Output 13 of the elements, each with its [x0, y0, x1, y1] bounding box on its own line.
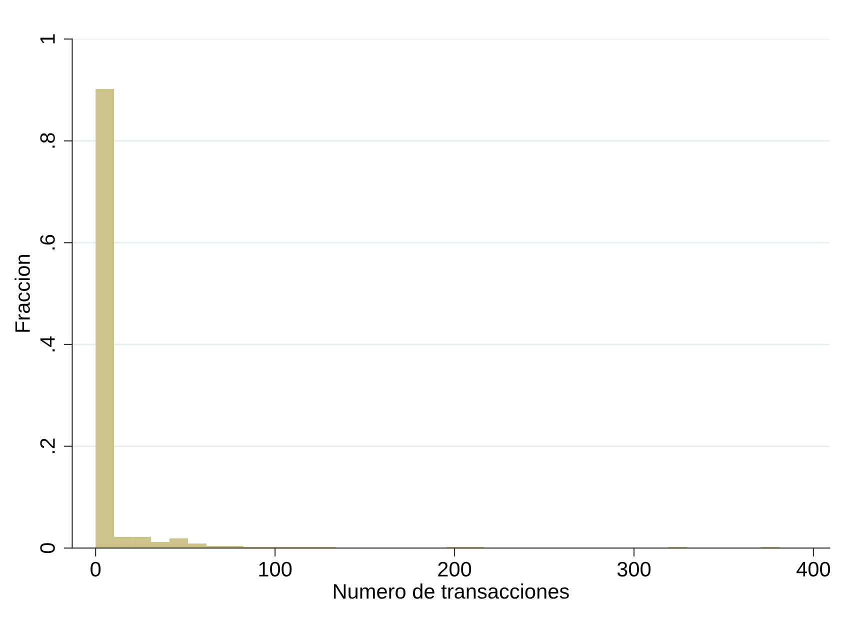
y-tick-label: .6 — [40, 234, 55, 250]
x-tick-label: 200 — [438, 562, 472, 577]
y-axis-title: Fraccion — [14, 254, 30, 332]
x-tick-label: 400 — [796, 562, 830, 577]
x-tick-label: 300 — [617, 562, 651, 577]
y-tick-label: .2 — [40, 438, 55, 454]
y-tick-label: 1 — [40, 34, 55, 44]
x-tick-label: 0 — [90, 562, 101, 577]
y-tick-label: .8 — [40, 133, 55, 148]
y-tick-label: 0 — [40, 543, 55, 554]
x-tick-label: 100 — [259, 562, 292, 577]
x-axis-title: Numero de transacciones — [334, 583, 569, 599]
y-tick-label: .4 — [40, 336, 55, 352]
